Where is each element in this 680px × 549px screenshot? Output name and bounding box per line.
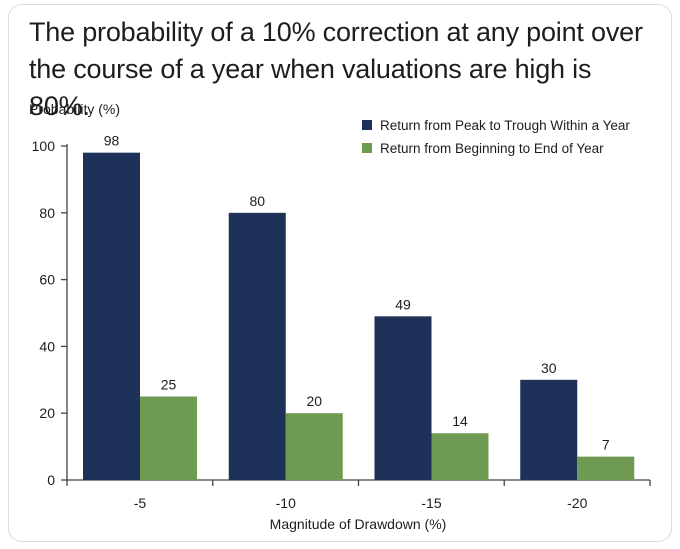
data-label-series2-1: 25 <box>161 377 177 393</box>
y-tick-label: 40 <box>39 338 55 354</box>
legend-swatch-series2 <box>362 143 372 153</box>
y-tick-label: 100 <box>32 138 56 154</box>
y-axis-label: Probability (%) <box>29 101 120 117</box>
x-tick-label: -10 <box>276 495 296 511</box>
bar-series2-1 <box>140 396 197 480</box>
bar-series2-2 <box>285 413 343 480</box>
x-axis-label: Magnitude of Drawdown (%) <box>270 516 447 532</box>
bar-series1-3 <box>374 316 432 480</box>
bar-series2-4 <box>577 456 635 480</box>
data-label-series2-2: 20 <box>306 393 322 409</box>
chart-title: The probability of a 10% correction at a… <box>29 17 643 121</box>
data-label-series2-4: 7 <box>602 437 610 453</box>
bar-series2-3 <box>431 433 489 480</box>
bar-series1-2 <box>228 212 286 481</box>
y-tick-label: 80 <box>39 205 55 221</box>
data-label-series1-1: 98 <box>104 133 120 149</box>
y-tick-label: 60 <box>39 272 55 288</box>
data-label-series2-3: 14 <box>452 413 468 429</box>
x-tick-label: -5 <box>134 495 147 511</box>
legend-label-series2: Return from Beginning to End of Year <box>380 141 604 156</box>
bar-series1-4 <box>520 379 578 480</box>
bar-series1-1 <box>83 152 140 480</box>
x-tick-label: -20 <box>567 495 587 511</box>
legend-swatch-series1 <box>362 120 372 130</box>
data-label-series1-3: 49 <box>395 296 411 312</box>
data-label-series1-4: 30 <box>541 360 557 376</box>
y-tick-label: 0 <box>47 472 55 488</box>
x-tick-label: -15 <box>421 495 441 511</box>
legend-label-series1: Return from Peak to Trough Within a Year <box>380 118 630 133</box>
y-tick-label: 20 <box>39 405 55 421</box>
data-label-series1-2: 80 <box>249 193 265 209</box>
